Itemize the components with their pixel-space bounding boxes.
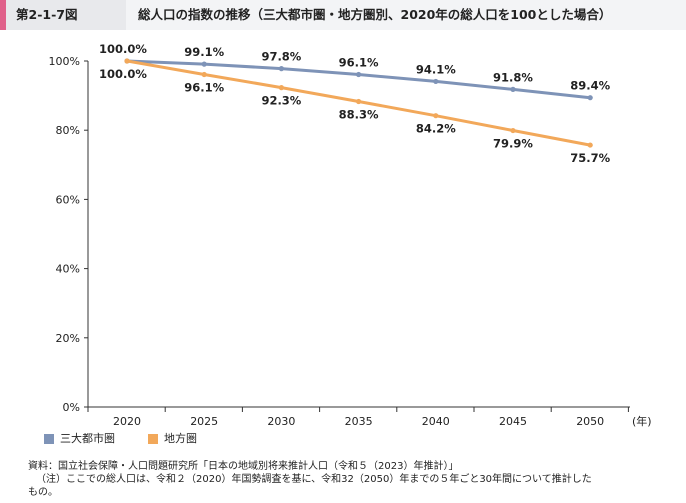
legend-item-regional: 地方圏 — [148, 432, 197, 446]
data-point — [356, 98, 362, 105]
data-label: 92.3% — [261, 94, 301, 108]
line-chart: 0% 20% 40% 60% 80% 100% 2020 2025 2030 2035 2040 20… — [49, 42, 652, 428]
header-bar: 第2-1-7図 総人口の指数の推移（三大都市圏・地方圏別、2020年の総人口を1… — [0, 0, 686, 30]
data-point — [356, 71, 362, 78]
data-point — [278, 66, 284, 72]
data-label: 100.0% — [99, 42, 147, 56]
legend-swatch-regional — [148, 434, 158, 444]
x-tick-label: 2030 — [267, 415, 295, 428]
data-point — [201, 71, 207, 78]
x-tick-label: 2020 — [113, 415, 141, 428]
y-tick-label: 100% — [49, 55, 80, 68]
x-tick-label: 2045 — [499, 415, 527, 428]
axes: 0% 20% 40% 60% 80% 100% 2020 2025 2030 2035 2040 20… — [49, 55, 652, 428]
figure-label: 第2-1-7図 — [0, 0, 126, 30]
data-point — [510, 86, 516, 92]
data-label: 94.1% — [416, 62, 456, 76]
legend-label-metro: 三大都市圏 — [60, 432, 115, 445]
data-label: 96.1% — [339, 55, 379, 69]
footnote-continued: もの。 — [28, 487, 58, 498]
data-labels: 100.0% 99.1% 97.8% 96.1% 94.1% 91.8% 89.4% 100.… — [99, 42, 611, 165]
data-label: 88.3% — [339, 107, 379, 121]
data-label: 97.8% — [261, 50, 301, 64]
x-tick-label: 2025 — [190, 415, 218, 428]
legend-label-regional: 地方圏 — [164, 432, 197, 445]
data-label: 84.2% — [416, 122, 456, 136]
data-point — [510, 127, 516, 134]
y-tick-label: 20% — [56, 332, 80, 345]
data-point — [587, 142, 593, 148]
x-tick-label: 2035 — [345, 415, 373, 428]
y-tick-label: 40% — [56, 263, 80, 276]
data-label: 79.9% — [493, 137, 533, 151]
data-point — [278, 85, 284, 91]
data-point — [124, 58, 130, 64]
data-point — [201, 61, 207, 67]
data-point — [433, 78, 439, 85]
x-tick-label: 2040 — [422, 415, 450, 428]
x-axis-label: (年) — [632, 414, 652, 428]
y-tick-label: 0% — [63, 401, 80, 414]
series-lines — [124, 58, 593, 148]
data-label: 75.7% — [570, 151, 610, 165]
data-label: 99.1% — [184, 45, 224, 59]
y-tick-label: 60% — [56, 193, 80, 206]
legend-item-metro: 三大都市圏 — [44, 432, 115, 446]
data-point — [587, 95, 593, 101]
data-label: 96.1% — [184, 80, 224, 94]
x-tick-label: 2050 — [576, 415, 604, 428]
data-point — [433, 113, 439, 119]
legend-swatch-metro — [44, 434, 54, 444]
figure-title: 総人口の指数の推移（三大都市圏・地方圏別、2020年の総人口を100とした場合） — [138, 7, 612, 22]
data-label: 89.4% — [570, 79, 610, 93]
data-label: 100.0% — [99, 67, 147, 81]
notes: 資料：国立社会保障・人口問題研究所「日本の地域別将来推計人口（令和５（2023）… — [28, 460, 592, 499]
source-note: 資料：国立社会保障・人口問題研究所「日本の地域別将来推計人口（令和５（2023）… — [28, 461, 459, 472]
footnote: （注）ここでの総人口は、令和２（2020）年国勢調査を基に、令和32（2050）… — [36, 474, 592, 485]
y-tick-label: 80% — [56, 124, 80, 137]
data-label: 91.8% — [493, 70, 533, 84]
